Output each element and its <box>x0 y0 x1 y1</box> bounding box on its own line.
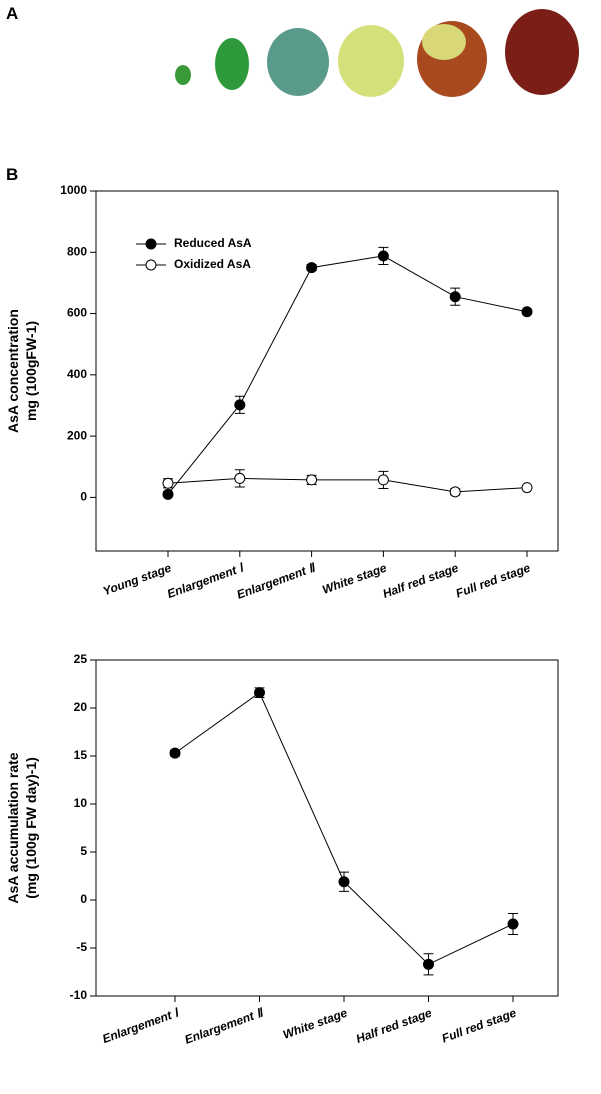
y-tick-label: 0 <box>80 490 87 504</box>
y-axis-label: AsA concentration <box>5 309 21 433</box>
x-tick-label: Enlargement Ⅱ <box>235 560 319 602</box>
data-point <box>254 687 265 699</box>
legend-label: Oxidized AsA <box>174 257 251 271</box>
plot-frame <box>95 659 559 997</box>
y-tick-label: 15 <box>74 748 88 762</box>
data-point <box>521 482 533 494</box>
data-point <box>449 486 461 498</box>
y-axis-label: (mg (100g FW day)-1) <box>23 757 39 899</box>
y-tick-label: -5 <box>76 940 87 954</box>
y-tick-label: 0 <box>80 892 87 906</box>
y-tick-label: 20 <box>74 700 88 714</box>
panel-label: B <box>6 165 18 184</box>
data-point <box>423 958 434 970</box>
y-tick-label: 5 <box>80 844 87 858</box>
x-tick-label: Enlargement Ⅰ <box>100 1005 181 1046</box>
x-tick-label: Half red stage <box>381 561 461 601</box>
y-tick-label: -10 <box>70 988 88 1002</box>
x-tick-label: Enlargement Ⅰ <box>165 560 246 601</box>
data-point <box>162 488 174 500</box>
data-point <box>521 306 533 318</box>
panel-label: A <box>6 4 18 23</box>
y-tick-label: 800 <box>67 244 87 258</box>
data-point <box>306 474 318 486</box>
x-tick-label: Half red stage <box>354 1006 434 1046</box>
data-point <box>338 876 350 888</box>
data-point <box>449 291 461 303</box>
series-line <box>167 255 528 495</box>
y-tick-label: 600 <box>67 306 87 320</box>
x-tick-label: Enlargement Ⅱ <box>183 1005 267 1047</box>
y-tick-label: 10 <box>74 796 88 810</box>
data-point <box>377 250 389 262</box>
x-tick-label: Full red stage <box>454 561 532 601</box>
x-tick-label: White stage <box>281 1006 349 1042</box>
legend-label: Reduced AsA <box>174 236 252 250</box>
y-tick-label: 1000 <box>60 183 87 197</box>
fruit-photos <box>175 9 579 97</box>
data-point <box>162 477 174 489</box>
plot-frame <box>95 190 559 552</box>
y-tick-label: 400 <box>67 367 87 381</box>
y-tick-label: 25 <box>74 652 88 666</box>
data-point <box>234 399 246 411</box>
data-point <box>234 472 246 484</box>
y-tick-label: 200 <box>67 428 87 442</box>
y-axis-label: AsA accumulation rate <box>5 752 21 903</box>
data-point <box>507 918 519 930</box>
x-tick-label: Full red stage <box>440 1006 518 1046</box>
data-point <box>377 474 389 486</box>
x-tick-label: Young stage <box>101 561 173 599</box>
series-line <box>167 477 528 493</box>
y-axis-label: mg (100gFW-1) <box>23 321 39 421</box>
data-point <box>306 262 318 274</box>
x-tick-label: White stage <box>320 561 388 597</box>
series-line <box>174 691 514 965</box>
data-point <box>169 747 181 759</box>
legend-marker <box>145 238 157 250</box>
legend-marker <box>145 259 157 271</box>
